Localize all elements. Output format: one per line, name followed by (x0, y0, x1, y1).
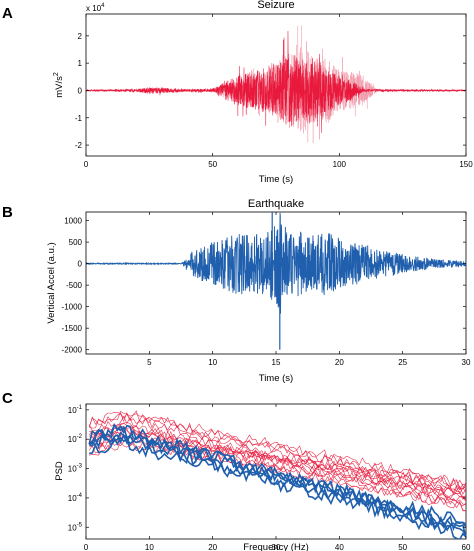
panel-a: A Seizure x 104 0 50 100 150 -2 -1 0 1 2 Time (s… (2, 0, 473, 185)
psd-line-seizure (89, 422, 466, 502)
x-tick-label: 20 (335, 358, 344, 367)
psd-line-seizure (88, 410, 466, 490)
y-multiplier-a: x 104 (86, 3, 105, 13)
y-tick-label: 10-4 (68, 493, 83, 503)
series-line-earthquake (85, 212, 467, 314)
y-tick-label: 0 (78, 86, 83, 95)
y-tick-label: 0 (78, 260, 83, 269)
axes-b: 5 10 15 20 25 30 -2000 -1500 -1000 -500 0 500 1000 (62, 212, 471, 367)
x-tick-label: 10 (145, 543, 154, 551)
y-tick-label: 1 (78, 59, 83, 68)
chart-title-b: Earthquake (248, 198, 304, 210)
series-group-a (86, 25, 466, 144)
series-line-seizure-main (86, 31, 466, 133)
psd-line-earthquake (88, 431, 466, 539)
series-line-seizure-light (86, 25, 466, 144)
x-tick-label: 50 (398, 543, 407, 551)
y-multiplier-exp: 4 (101, 3, 105, 9)
psd-line-seizure (89, 411, 466, 500)
x-axis-label-c: Frequency (Hz) (243, 542, 308, 551)
y-tick-label: 2 (78, 32, 83, 41)
psd-line-seizure (89, 426, 466, 505)
series-group-c (88, 410, 466, 539)
x-axis-label-b: Time (s) (259, 373, 293, 384)
x-tick-label: 15 (272, 358, 281, 367)
y-axis-label-c: PSD (54, 461, 65, 481)
x-tick-label: 60 (462, 543, 471, 551)
y-tick-label: -1500 (62, 324, 83, 333)
x-tick-label: 0 (84, 543, 89, 551)
panel-letter-a: A (2, 5, 13, 22)
y-tick-label: -1 (75, 114, 83, 123)
panel-letter-c: C (2, 390, 13, 407)
x-tick-label: 30 (272, 543, 281, 551)
psd-line-seizure (88, 412, 466, 495)
y-tick-label: -1000 (62, 303, 83, 312)
panel-c: C 0 10 20 30 40 50 60 10-5 10-4 10-3 10-2 10-1 Freq… (2, 390, 471, 551)
y-axis-label-b: Vertical Accel (a.u.) (46, 242, 57, 323)
series-group-b (85, 212, 467, 350)
panel-b: B Earthquake 5 10 15 20 25 30 -2000 -1500 -1000 -… (2, 198, 471, 384)
x-tick-label: 0 (84, 160, 89, 169)
plot-frame-a (85, 13, 467, 157)
y-axis-label-a-sup: 2 (53, 72, 60, 76)
x-tick-label: 20 (208, 543, 217, 551)
panel-letter-b: B (2, 204, 13, 221)
x-tick-label: 10 (208, 358, 217, 367)
x-tick-label: 50 (208, 160, 217, 169)
axes-c: 0 10 20 30 40 50 60 10-5 10-4 10-3 10-2 10-1 (68, 404, 471, 551)
y-tick-label: 500 (69, 238, 83, 247)
x-tick-label: 40 (335, 543, 344, 551)
y-tick-label: 10-5 (68, 522, 83, 532)
y-axis-label-a: mV/s2 (53, 72, 65, 98)
y-multiplier-text: x 10 (86, 4, 102, 13)
x-tick-label: 100 (333, 160, 347, 169)
chart-title-a: Seizure (257, 0, 294, 11)
axes-a: 0 50 100 150 -2 -1 0 1 2 (75, 14, 473, 169)
y-tick-label: -500 (66, 281, 83, 290)
y-tick-label: 10-3 (68, 464, 83, 474)
psd-line-seizure (88, 415, 466, 490)
x-tick-label: 5 (147, 358, 152, 367)
y-tick-label: 10-2 (68, 434, 83, 444)
x-tick-label: 150 (459, 160, 473, 169)
y-axis-label-a-text: mV/s (54, 76, 65, 98)
y-tick-label: -2000 (62, 346, 83, 355)
y-tick-label: 10-1 (68, 405, 83, 415)
x-tick-label: 30 (462, 358, 471, 367)
x-tick-label: 25 (398, 358, 407, 367)
y-tick-label: -2 (75, 141, 83, 150)
psd-line-earthquake (88, 423, 466, 536)
y-tick-label: 1000 (64, 217, 82, 226)
x-axis-label-a: Time (s) (259, 174, 293, 185)
